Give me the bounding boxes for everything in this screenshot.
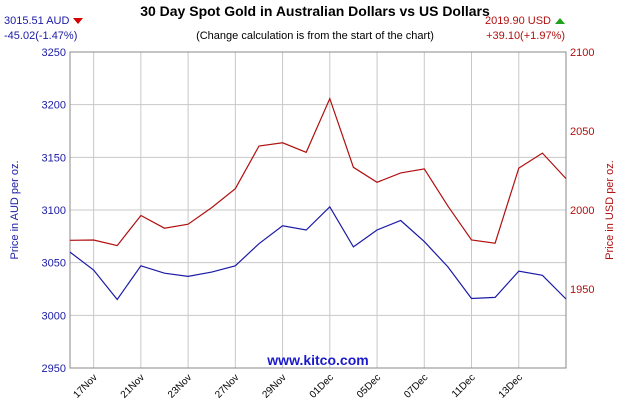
aud-price-row: 3015.51 AUD xyxy=(4,15,84,27)
x-tick-label: 05Dec xyxy=(355,372,383,400)
y-tick-label: 3250 xyxy=(42,47,66,59)
x-tick-label: 27Nov xyxy=(213,372,241,400)
x-tick-label: 07Dec xyxy=(402,372,430,400)
aud-change: -45.02(-1.47%) xyxy=(4,30,78,42)
y-tick-label: 3100 xyxy=(42,205,66,217)
watermark-text: www.kitco.com xyxy=(266,352,368,368)
y2-tick-label: 2100 xyxy=(570,47,594,59)
series-line-usd xyxy=(69,96,567,247)
chart-title: 30 Day Spot Gold in Australian Dollars v… xyxy=(140,3,490,19)
x-tick-label: 13Dec xyxy=(497,372,525,400)
plot-frame xyxy=(69,51,567,369)
y2-tick-label: 2000 xyxy=(570,205,594,217)
y2-tick-label: 1950 xyxy=(570,284,594,296)
y-tick-label: 3050 xyxy=(42,258,66,270)
y2-axis-title: Price in USD per oz. xyxy=(604,160,616,260)
usd-change: +39.10(+1.97%) xyxy=(486,30,565,42)
usd-price-row: 2019.90 USD xyxy=(485,15,565,27)
x-tick-label: 17Nov xyxy=(72,372,100,400)
aud-price: 3015.51 AUD xyxy=(4,15,70,27)
y-axis-title: Price in AUD per oz. xyxy=(9,160,21,259)
x-tick-label: 23Nov xyxy=(166,372,194,400)
x-tick-label: 11Dec xyxy=(450,372,478,400)
y-tick-label: 3150 xyxy=(42,152,66,164)
x-tick-label: 29Nov xyxy=(260,372,288,400)
y-tick-label: 2950 xyxy=(42,363,66,375)
series-line-aud xyxy=(69,205,567,301)
triangle-down-icon xyxy=(73,18,84,25)
y-tick-label: 3000 xyxy=(42,310,66,322)
chart-subtitle: (Change calculation is from the start of… xyxy=(196,30,434,42)
y-tick-label: 3200 xyxy=(42,100,66,112)
usd-price: 2019.90 USD xyxy=(484,15,551,27)
y2-tick-label: 2050 xyxy=(570,126,594,138)
x-tick-label: 01Dec xyxy=(308,372,336,400)
triangle-up-icon xyxy=(555,18,565,25)
x-tick-label: 21Nov xyxy=(119,372,147,400)
